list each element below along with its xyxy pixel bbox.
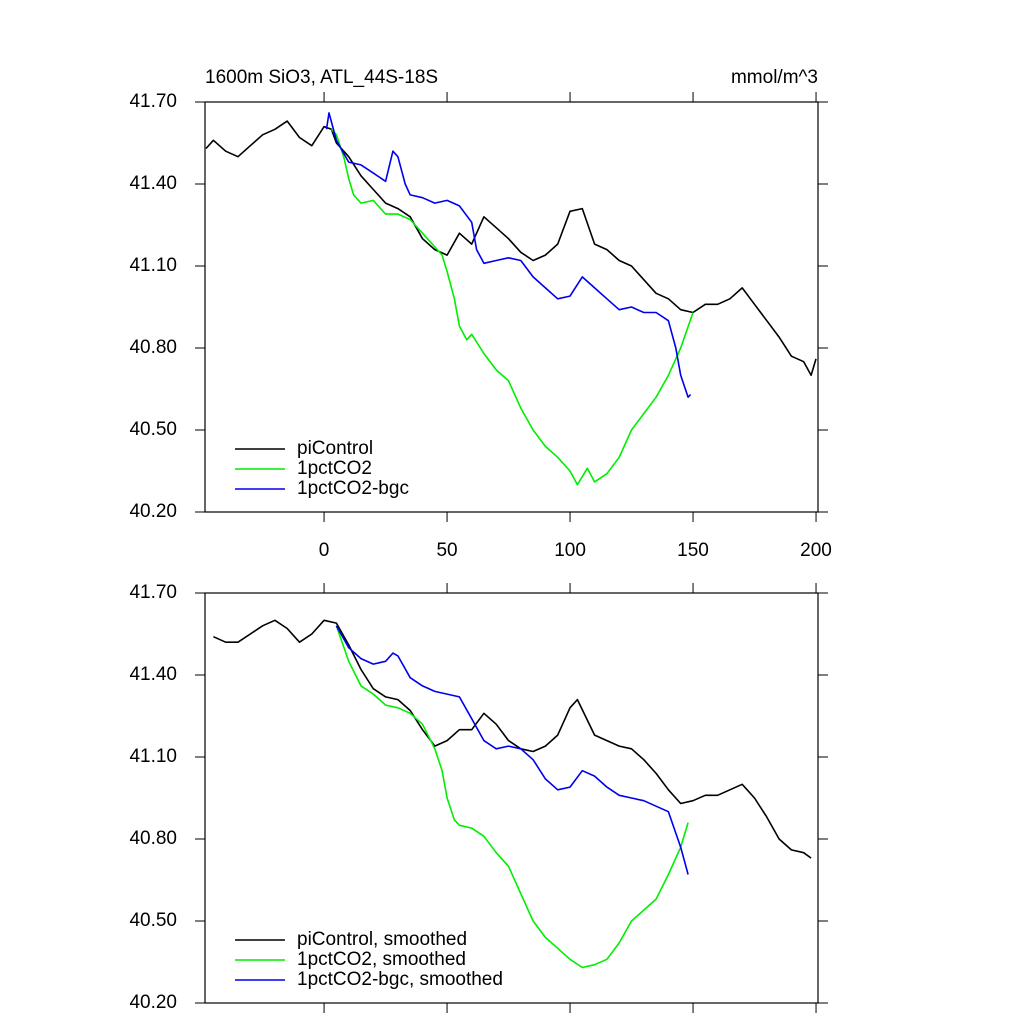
x-tick-label: 100 (554, 540, 586, 561)
series-line (325, 112, 692, 398)
y-tick-label: 41.10 (129, 746, 177, 767)
y-tick-label: 40.50 (129, 419, 177, 440)
x-tick-label: 150 (677, 540, 709, 561)
legend-label: 1pctCO2-bgc (297, 478, 409, 499)
y-tick-label: 40.20 (129, 501, 177, 522)
chart-title: 1600m SiO3, ATL_44S-18S (205, 67, 438, 88)
legend-label: 1pctCO2 (297, 458, 372, 479)
y-tick-label: 40.50 (129, 910, 177, 931)
units-label: mmol/m^3 (731, 67, 818, 88)
y-tick-label: 41.40 (129, 664, 177, 685)
plot-frame (204, 101, 819, 513)
x-tick-label: 0 (319, 540, 330, 561)
series-line (335, 625, 689, 969)
series-line (330, 128, 694, 486)
plot-frame (204, 592, 819, 1004)
y-tick-label: 41.40 (129, 173, 177, 194)
x-tick-label: 200 (800, 540, 832, 561)
y-tick-label: 40.80 (129, 337, 177, 358)
x-tick-label: 50 (436, 540, 457, 561)
series-line (335, 625, 689, 875)
legend-label: piControl (297, 438, 373, 459)
legend-label: piControl, smoothed (297, 929, 467, 950)
legend-label: 1pctCO2-bgc, smoothed (297, 969, 503, 990)
y-tick-label: 41.70 (129, 91, 177, 112)
series-line (205, 120, 817, 377)
y-tick-label: 41.10 (129, 255, 177, 276)
legend-label: 1pctCO2, smoothed (297, 949, 466, 970)
y-tick-label: 40.20 (129, 992, 177, 1013)
y-tick-label: 40.80 (129, 828, 177, 849)
series-line (213, 619, 812, 859)
y-tick-label: 41.70 (129, 582, 177, 603)
